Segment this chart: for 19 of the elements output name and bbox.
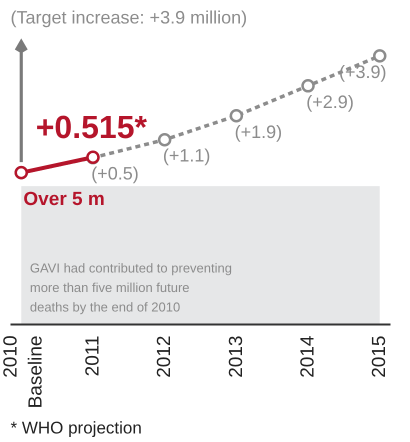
x-tick-label: 2014 <box>298 335 319 378</box>
chart-title: (Target increase: +3.9 million) <box>10 8 248 28</box>
data-label: +0.515* <box>36 109 148 146</box>
data-label: (+1.1) <box>162 146 210 166</box>
x-tick-label: 2013 <box>226 335 247 378</box>
data-label: (+0.5) <box>91 164 139 184</box>
data-label: (+2.9) <box>306 92 354 112</box>
x-tick-label: 2011 <box>82 336 104 376</box>
text: * WHO projection <box>10 418 142 438</box>
x-tick-label: 2015 <box>369 335 390 378</box>
x-tick-label: 2010 Baseline <box>0 335 47 408</box>
data-label: (+1.9) <box>234 122 282 142</box>
text: Over 5 m <box>23 189 105 210</box>
text: GAVI had contributed to preventing more than five million future deaths by the end of 2010 <box>30 260 232 314</box>
point <box>158 132 172 146</box>
point <box>372 49 386 63</box>
point <box>301 79 315 93</box>
point <box>230 109 244 122</box>
x-tick-label: 2012 <box>154 335 176 378</box>
